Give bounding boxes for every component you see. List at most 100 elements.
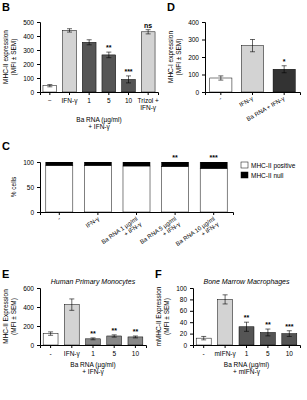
- error-bar: [47, 85, 52, 87]
- x-tick-label: Ba RNA 5 µg/ml+ IFN-γ: [139, 216, 181, 251]
- x-tick: -: [50, 345, 52, 357]
- y-tick: 40: [180, 319, 193, 326]
- bar: [141, 32, 155, 92]
- error-bar: [218, 76, 223, 80]
- x-tick-mark: [289, 345, 290, 348]
- x-tick-label: 10: [132, 350, 140, 357]
- y-axis-label: mMHC-II Expression(MFI ± SEM): [155, 286, 171, 346]
- bar: [64, 305, 79, 345]
- y-axis-label: % cells: [10, 176, 17, 197]
- y-tick: 400: [23, 33, 40, 40]
- y-tick-mark: [37, 345, 40, 346]
- y-tick-label: 500: [23, 19, 34, 26]
- axis-line: [41, 93, 159, 96]
- x-tick-label: Ba RNA + IFN-γ: [246, 95, 286, 122]
- bar: [82, 42, 96, 92]
- bar: [162, 167, 189, 213]
- axis-line: [190, 289, 194, 346]
- axis-line: [41, 213, 234, 216]
- x-axis-label: Ba RNA (µg/ml)+ IFN-γ: [70, 361, 115, 376]
- error-bar: [244, 322, 249, 331]
- series: [46, 162, 227, 169]
- x-tick: IFN-γ: [62, 92, 79, 105]
- y-axis: 0100200300400500: [23, 19, 40, 96]
- x-tick-label: -: [203, 350, 205, 357]
- bar: [84, 162, 111, 166]
- y-tick: 400: [188, 19, 205, 26]
- x-tick: Ba RNA + IFN-γ: [246, 92, 286, 122]
- significance-label: ***: [124, 68, 132, 75]
- x-tick-label: -: [218, 95, 223, 101]
- x-tick: -: [218, 92, 223, 102]
- significance-label: **: [133, 328, 139, 335]
- x-tick: −: [48, 92, 52, 104]
- bar: [128, 337, 143, 345]
- significance-label: **: [244, 314, 250, 321]
- x-tick-mark: [89, 92, 90, 95]
- bar: [200, 162, 227, 169]
- x-tick: IFN-γ: [85, 212, 100, 229]
- x-tick-mark: [71, 345, 72, 348]
- x-tick-mark: [213, 212, 214, 215]
- x-tick: Ba RNA 1 µg/ml+ IFN-γ: [100, 212, 142, 250]
- x-tick-mark: [246, 345, 247, 348]
- x-tick-label: IFN-γ: [64, 350, 81, 358]
- error-bar: [69, 299, 74, 310]
- x-tick-mark: [97, 212, 98, 215]
- y-tick: 600: [23, 285, 40, 292]
- subtitle: Human Primary Monocytes: [51, 278, 136, 286]
- y-tick-mark: [202, 75, 205, 76]
- x-axis: −IFN-γ1510Trizol +IFN-γ: [41, 92, 159, 112]
- axis-line: [206, 93, 301, 96]
- bar: [86, 339, 101, 345]
- y-tick-mark: [202, 57, 205, 58]
- x-tick-label: 1: [87, 97, 91, 104]
- y-tick-label: 100: [23, 159, 34, 166]
- panel: FBone Marrow Macrophages020406080100-mIF…: [155, 268, 301, 376]
- error-bar: [133, 336, 138, 338]
- significance-label: **: [172, 154, 178, 161]
- significance-label: ***: [285, 323, 293, 330]
- y-tick: 500: [23, 19, 40, 26]
- axis-line: [37, 163, 41, 213]
- axis-line: [37, 23, 41, 93]
- y-tick-mark: [190, 334, 193, 335]
- x-tick: 1: [87, 92, 91, 104]
- x-tick-mark: [252, 92, 253, 95]
- y-tick-label: 40: [180, 319, 188, 326]
- legend-item: MHC-II positive: [241, 162, 296, 170]
- y-tick-mark: [190, 288, 193, 289]
- x-tick-label: 10: [125, 97, 133, 104]
- x-tick-mark: [220, 92, 221, 95]
- bar: [102, 55, 116, 92]
- y-tick-mark: [37, 187, 40, 188]
- series: [46, 166, 227, 213]
- x-tick: Trizol +IFN-γ: [138, 92, 159, 112]
- subtitle: Bone Marrow Macrophages: [204, 278, 290, 286]
- bar: [200, 169, 227, 213]
- annotations: *****ns: [106, 22, 152, 75]
- axis-line: [194, 346, 301, 349]
- panel-title: F: [155, 268, 162, 280]
- error-bar: [48, 332, 53, 335]
- panel-title: E: [2, 268, 9, 280]
- legend-swatch: [241, 162, 248, 168]
- y-axis-label: MHC-II expression(MFI ± SEM): [2, 30, 18, 84]
- y-tick-label: 100: [188, 71, 199, 78]
- x-tick: 10: [125, 92, 133, 104]
- y-tick: 100: [188, 71, 205, 78]
- x-tick-mark: [148, 92, 149, 95]
- bar: [123, 162, 150, 166]
- x-axis-label: Ba RNA (µg/ml)+ mIFN-γ: [224, 361, 269, 376]
- significance-label: ns: [144, 22, 152, 29]
- x-tick: Ba RNA 5 µg/ml+ IFN-γ: [139, 212, 181, 250]
- bar: [46, 162, 73, 166]
- y-tick-mark: [202, 92, 205, 93]
- panel-title: B: [2, 1, 10, 13]
- y-tick-label: 0: [30, 89, 34, 96]
- y-tick: 300: [23, 47, 40, 54]
- x-tick-label: IFN-γ: [85, 216, 100, 229]
- x-tick-mark: [69, 92, 70, 95]
- y-tick-label: 0: [30, 342, 34, 349]
- y-axis: 020406080100: [176, 285, 193, 349]
